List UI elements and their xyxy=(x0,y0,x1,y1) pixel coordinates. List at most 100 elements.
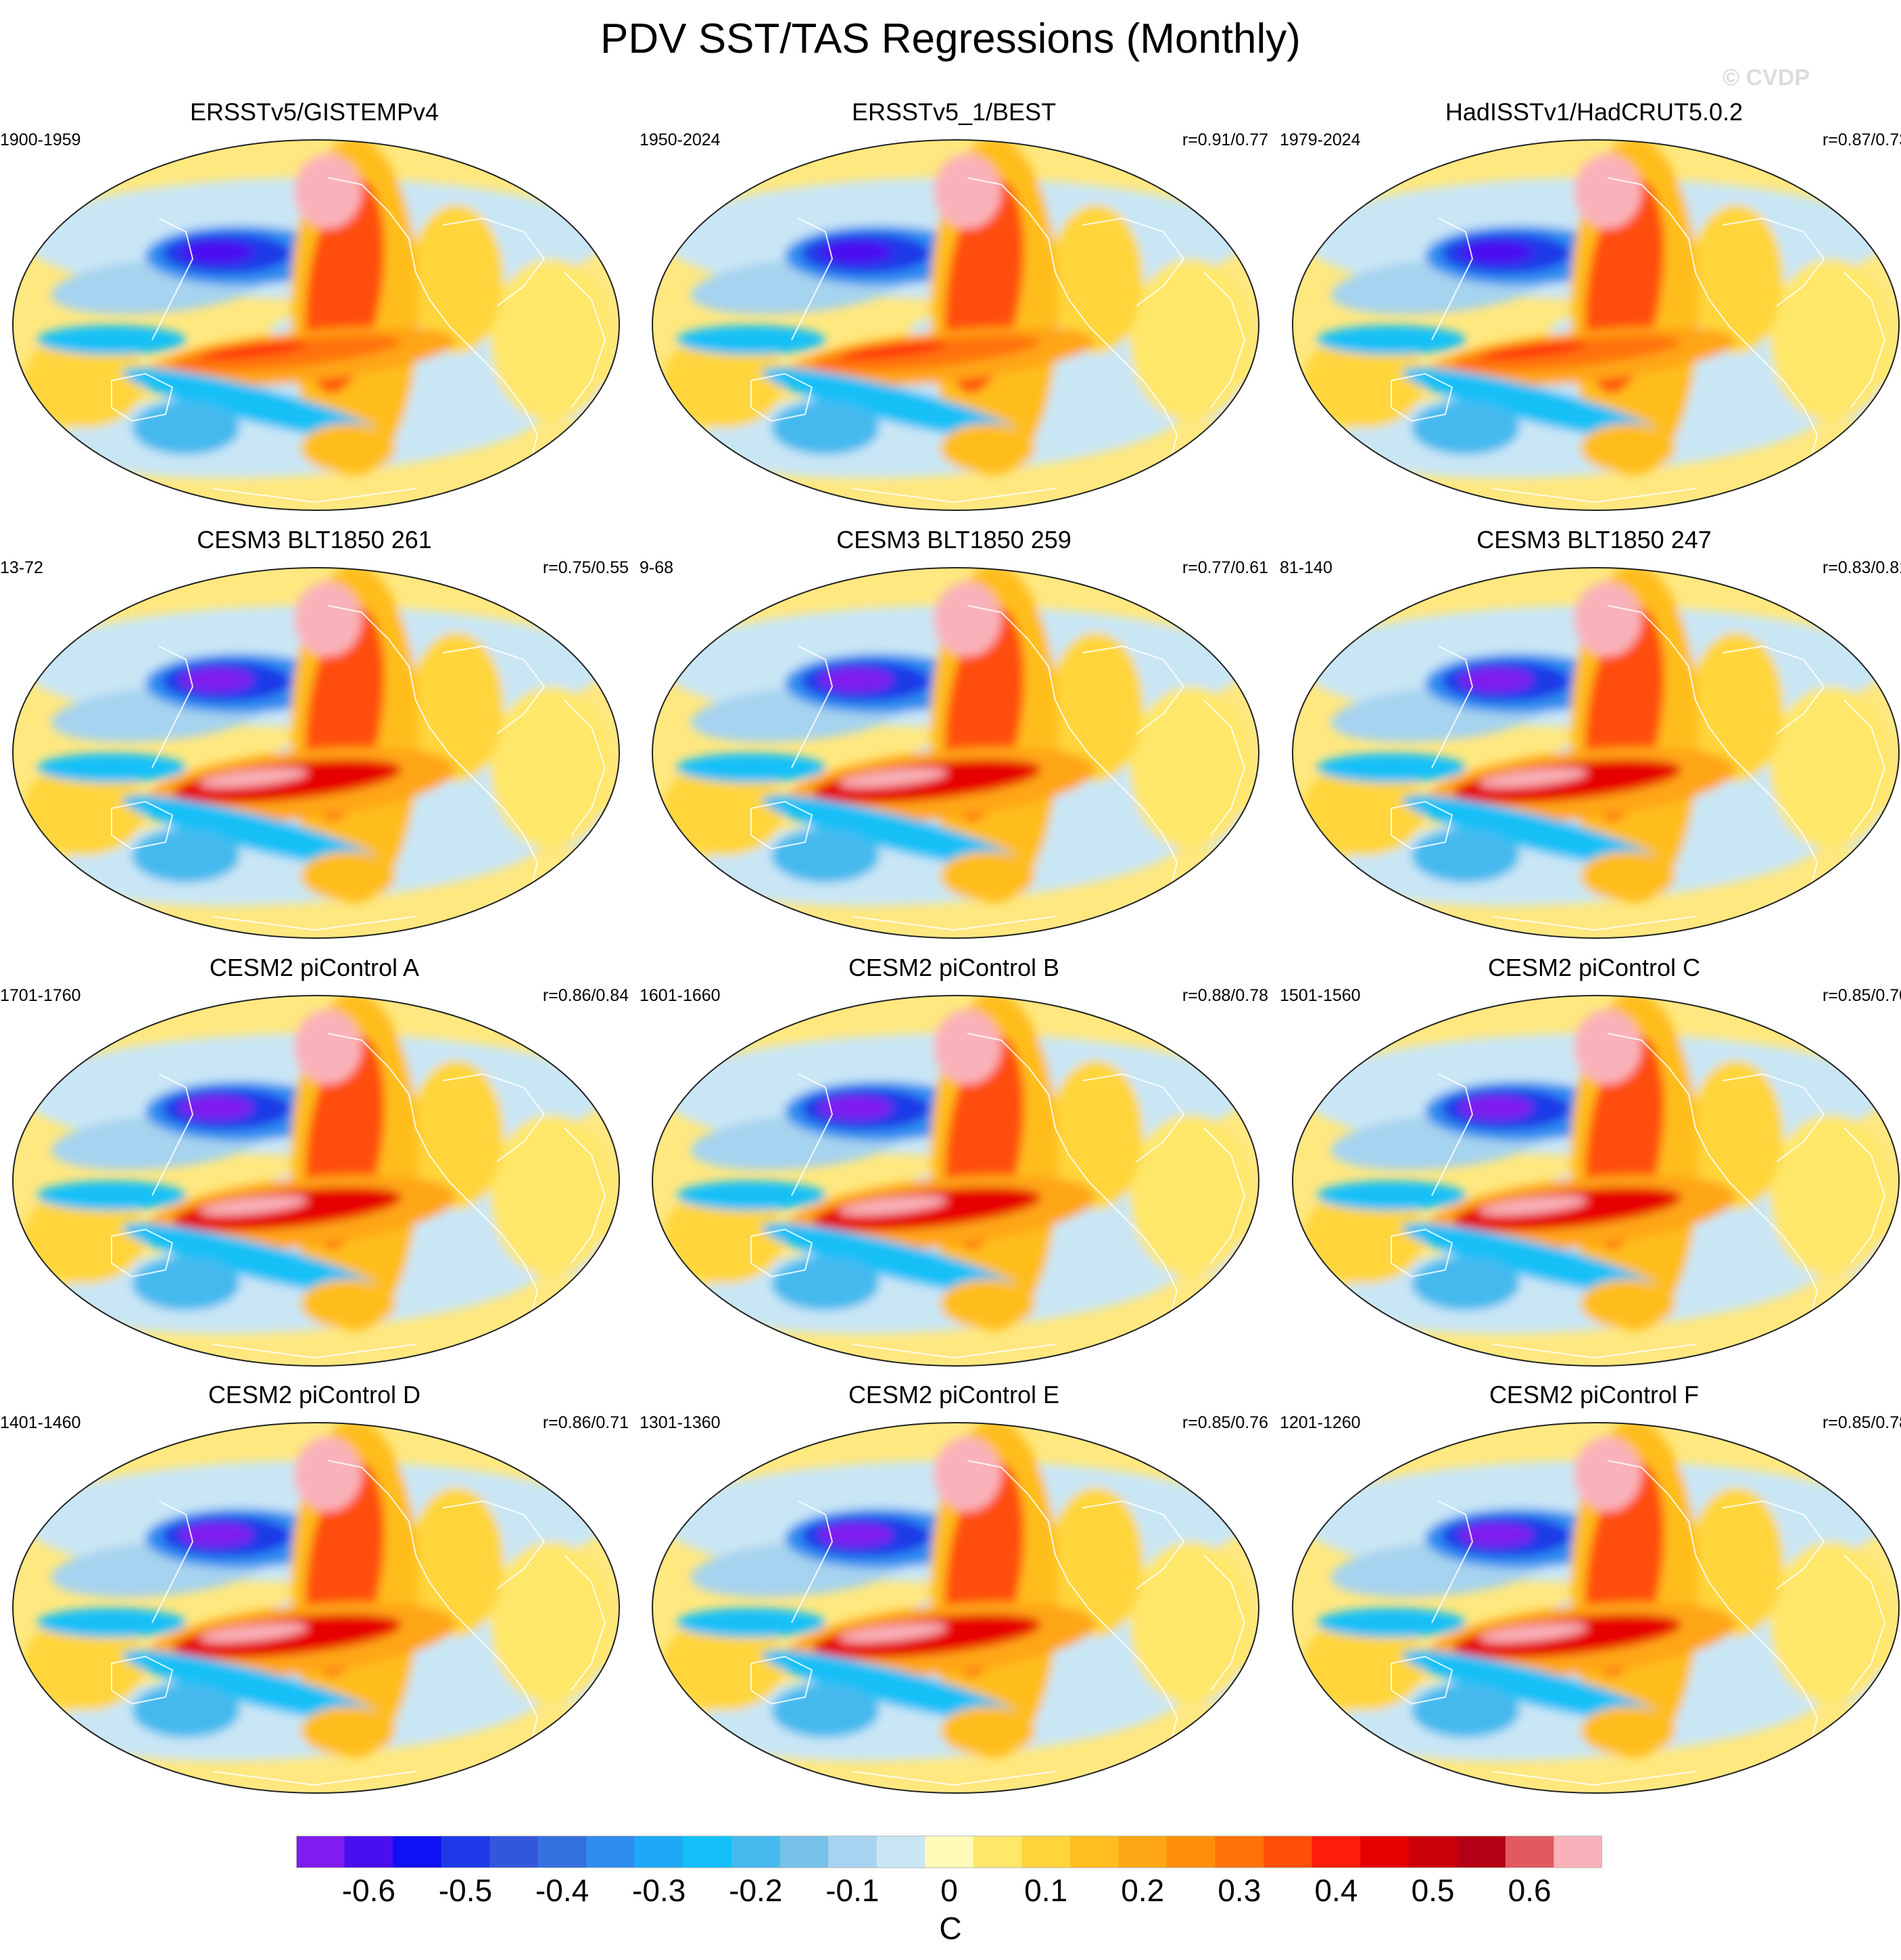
kuroshio-cool-peak xyxy=(819,240,893,264)
equatorial-warm-core xyxy=(172,335,402,372)
coastline-africa xyxy=(1844,700,1886,836)
indian-ocean-cool-band xyxy=(677,325,825,355)
watermark: © CVDP xyxy=(1723,65,1810,91)
eurasia-warm xyxy=(1770,259,1892,421)
colorbar-swatch xyxy=(1021,1836,1071,1868)
coastline-america-west xyxy=(1607,605,1764,789)
colorbar-swatch xyxy=(1360,1836,1410,1868)
coastline-australia xyxy=(1391,800,1453,850)
panel-title: CESM2 piControl A xyxy=(209,954,420,981)
coastline-antarctica xyxy=(212,916,416,931)
indian-ocean-cool-band xyxy=(677,753,825,783)
coastline-america-west xyxy=(327,605,484,789)
panel-correlation: r=0.91/0.77 xyxy=(1182,130,1268,149)
coastline-asia-east xyxy=(151,1073,194,1196)
coastline-antarctica xyxy=(1492,488,1696,504)
colorbar-swatch xyxy=(1069,1836,1119,1868)
south-pacific-cool-2 xyxy=(771,829,880,883)
eurasia-warm xyxy=(490,259,612,421)
panel-period: 1201-1260 xyxy=(1280,1413,1361,1432)
south-pacific-cool-2 xyxy=(1412,401,1520,455)
map-field xyxy=(652,140,1259,510)
eurasia-warm xyxy=(1770,1114,1892,1277)
map-panel: CESM2 piControl A 1701-1760 r=0.86/0.84 xyxy=(0,954,629,1373)
southern-warm-patch xyxy=(1581,424,1675,472)
equatorial-warm-peak xyxy=(1479,768,1587,788)
panel-period: 1301-1360 xyxy=(640,1413,721,1432)
coastline-asia-east xyxy=(151,1500,194,1623)
south-pacific-cool xyxy=(1401,367,1665,441)
colorbar-swatch xyxy=(441,1836,490,1868)
coastline-antarctica xyxy=(852,1771,1056,1786)
panel-period: 81-140 xyxy=(1280,558,1332,577)
equatorial-warm-core xyxy=(1452,1614,1682,1659)
coastline-america-west xyxy=(967,177,1124,361)
coastline-north-america-east xyxy=(1722,217,1825,307)
alaska-peak xyxy=(294,154,362,228)
south-pacific-cool xyxy=(122,367,385,441)
south-pacific-cool xyxy=(761,795,1025,869)
north-america-warm xyxy=(1689,1488,1783,1636)
coastline-asia-east xyxy=(791,1073,834,1196)
southern-warm-patch xyxy=(1581,1279,1675,1328)
map-field xyxy=(652,568,1259,938)
indian-ocean-warm xyxy=(1303,761,1425,856)
panel-title: CESM2 piControl F xyxy=(1489,1381,1700,1408)
alaska-peak xyxy=(294,1010,362,1084)
equatorial-warm-core xyxy=(812,335,1042,372)
coastline-antarctica xyxy=(852,1344,1056,1359)
kuroshio-cool-peak xyxy=(179,1096,254,1120)
coastline-america-west xyxy=(967,1033,1124,1217)
colorbar-swatch xyxy=(344,1836,393,1868)
coastline-north-america-east xyxy=(1722,645,1825,735)
coastline-north-america-east xyxy=(442,1500,546,1590)
map-field xyxy=(652,996,1259,1366)
equatorial-warm-peak xyxy=(199,768,308,788)
south-pacific-cool-2 xyxy=(1412,829,1520,883)
panel-correlation: r=0.85/0.78 xyxy=(1822,1413,1901,1432)
robinson-map xyxy=(652,139,1259,511)
coastline-africa xyxy=(1203,700,1246,836)
southern-warm-patch xyxy=(301,1707,395,1755)
colorbar-tick-label: 0.5 xyxy=(1411,1873,1455,1908)
kuroshio-cool-peak xyxy=(1459,240,1533,264)
colorbar-swatch xyxy=(1505,1836,1554,1868)
colorbar-tick-label: -0.4 xyxy=(535,1873,589,1908)
colorbar-tick-label: -0.1 xyxy=(825,1873,880,1908)
colorbar-swatch xyxy=(1167,1836,1216,1868)
panel-correlation: r=0.86/0.71 xyxy=(542,1413,629,1432)
map-border xyxy=(1292,995,1900,1367)
colorbar-tick-label: -0.2 xyxy=(729,1873,783,1908)
south-pacific-cool-2 xyxy=(132,401,240,455)
south-pacific-cool xyxy=(761,367,1025,441)
equatorial-warm-core xyxy=(1452,759,1682,804)
robinson-map xyxy=(652,567,1259,939)
southern-warm-patch xyxy=(301,424,395,472)
map-panel: CESM3 BLT1850 261 13-72 r=0.75/0.55 xyxy=(0,526,629,945)
panel-period: 1701-1760 xyxy=(0,986,81,1005)
panel-period: 1979-2024 xyxy=(1280,130,1361,149)
coastline-asia-east xyxy=(1431,1073,1474,1196)
indian-ocean-warm xyxy=(1303,1189,1425,1283)
eurasia-warm xyxy=(1130,687,1251,849)
indian-ocean-warm xyxy=(24,1616,145,1711)
colorbar-swatch xyxy=(1554,1836,1602,1868)
coastline-north-america-east xyxy=(442,1073,546,1162)
alaska-peak xyxy=(934,1010,1001,1084)
figure-title: PDV SST/TAS Regressions (Monthly) xyxy=(600,16,1301,62)
kuroshio-cool-peak xyxy=(179,668,254,692)
colorbar-swatch xyxy=(1118,1836,1168,1868)
map-border xyxy=(1292,1422,1900,1794)
colorbar-swatch xyxy=(1312,1836,1361,1868)
equatorial-warm-core xyxy=(172,1614,402,1659)
map-field xyxy=(1293,140,1899,510)
south-pacific-cool xyxy=(1401,1223,1665,1297)
map-field xyxy=(13,996,619,1366)
kuroshio-cool-peak xyxy=(819,1523,893,1547)
coastline-america-west xyxy=(327,177,484,361)
coastline-america-west xyxy=(327,1033,484,1217)
south-pacific-cool xyxy=(1401,1650,1665,1724)
map-border xyxy=(12,995,620,1367)
coastline-asia-east xyxy=(151,645,194,768)
alaska-peak xyxy=(934,154,1001,228)
